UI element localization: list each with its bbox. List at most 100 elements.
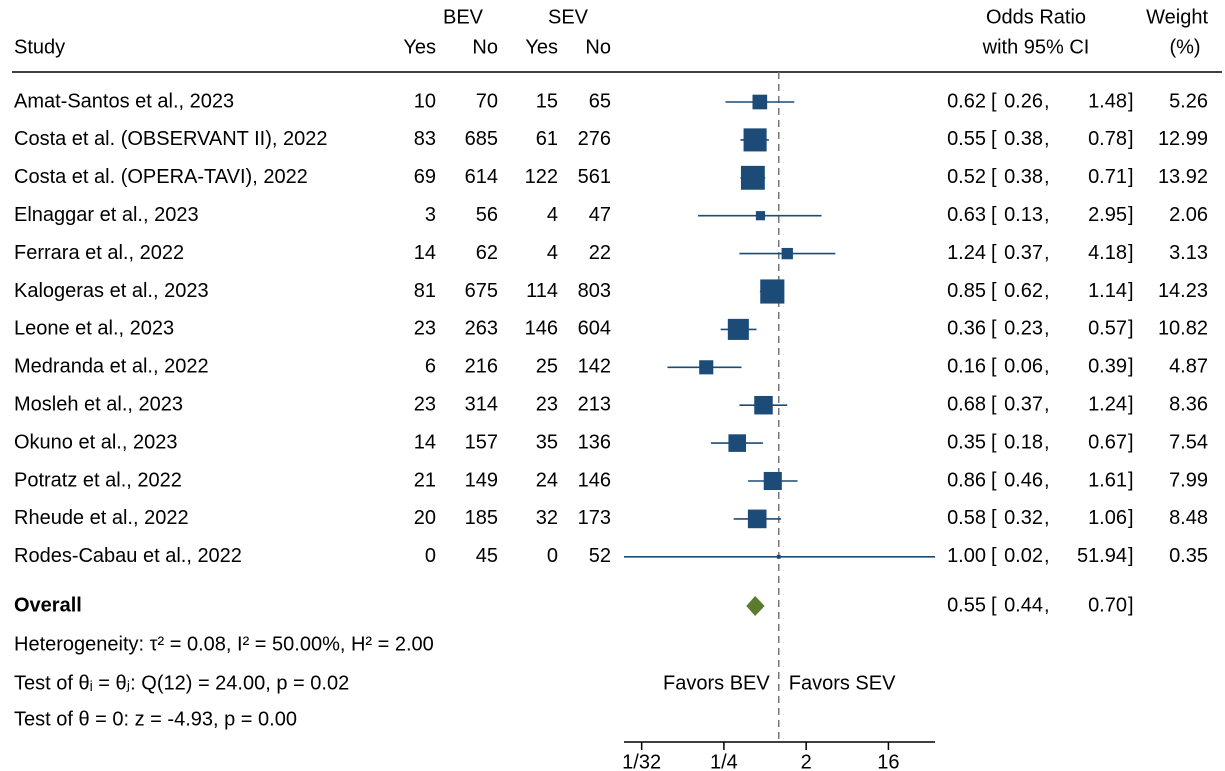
count-cell: 136 bbox=[578, 431, 611, 453]
count-cell: 6 bbox=[425, 356, 436, 378]
ci-high-label: 1.06 bbox=[1088, 507, 1127, 529]
ci-bracket: [ bbox=[991, 166, 997, 188]
study-estimate bbox=[752, 94, 768, 110]
ci-high-label: 1.14 bbox=[1088, 280, 1127, 302]
count-cell: 15 bbox=[536, 90, 558, 112]
study-name: Rheude et al., 2022 bbox=[14, 507, 189, 529]
study-name: Elnaggar et al., 2023 bbox=[14, 204, 199, 226]
ci-comma: , bbox=[1044, 507, 1050, 529]
estimate-label: 1.24 bbox=[947, 242, 986, 264]
ci-comma: , bbox=[1044, 280, 1050, 302]
study-estimate bbox=[740, 165, 765, 190]
ci-bracket: [ bbox=[991, 393, 997, 415]
ci-comma: , bbox=[1044, 318, 1050, 340]
count-cell: 157 bbox=[465, 431, 498, 453]
count-cell: 213 bbox=[578, 393, 611, 415]
ci-comma: , bbox=[1044, 431, 1050, 453]
ci-high-label: 0.67 bbox=[1088, 431, 1127, 453]
ci-bracket: ] bbox=[1128, 318, 1134, 340]
study-name: Kalogeras et al., 2023 bbox=[14, 280, 209, 302]
count-cell: 70 bbox=[476, 90, 498, 112]
study-name: Costa et al. (OBSERVANT II), 2022 bbox=[14, 128, 327, 150]
count-cell: 69 bbox=[414, 166, 436, 188]
weight-cell: 7.54 bbox=[1169, 431, 1208, 453]
weight-cell: 5.26 bbox=[1169, 90, 1208, 112]
count-cell: 604 bbox=[578, 318, 611, 340]
ci-comma: , bbox=[1044, 393, 1050, 415]
ci-low-label: 0.44 bbox=[1004, 594, 1043, 616]
estimate-label: 0.55 bbox=[947, 594, 986, 616]
ci-bracket: ] bbox=[1128, 431, 1134, 453]
count-cell: 20 bbox=[414, 507, 436, 529]
estimate-label: 0.35 bbox=[947, 431, 986, 453]
count-cell: 61 bbox=[536, 128, 558, 150]
study-estimate bbox=[754, 395, 773, 415]
study-estimate bbox=[755, 211, 766, 221]
ci-bracket: ] bbox=[1128, 507, 1134, 529]
count-cell: 146 bbox=[525, 318, 558, 340]
weight-cell: 14.23 bbox=[1158, 280, 1208, 302]
column-header: No bbox=[585, 36, 611, 58]
study-name: Mosleh et al., 2023 bbox=[14, 393, 183, 415]
ci-bracket: ] bbox=[1128, 393, 1134, 415]
ci-high-label: 0.39 bbox=[1088, 356, 1127, 378]
ci-high-label: 0.70 bbox=[1088, 594, 1127, 616]
weight-cell: 8.48 bbox=[1169, 507, 1208, 529]
weight-cell: 13.92 bbox=[1158, 166, 1208, 188]
ci-bracket: [ bbox=[991, 507, 997, 529]
count-cell: 25 bbox=[536, 356, 558, 378]
ci-bracket: [ bbox=[991, 318, 997, 340]
ci-low-label: 0.38 bbox=[1004, 166, 1043, 188]
weight-cell: 12.99 bbox=[1158, 128, 1208, 150]
ci-low-label: 0.26 bbox=[1004, 90, 1043, 112]
count-cell: 0 bbox=[425, 545, 436, 567]
count-cell: 14 bbox=[414, 431, 436, 453]
weight-cell: 10.82 bbox=[1158, 318, 1208, 340]
ci-bracket: [ bbox=[991, 90, 997, 112]
ci-low-label: 0.06 bbox=[1004, 356, 1043, 378]
count-cell: 4 bbox=[547, 242, 558, 264]
ci-low-label: 0.38 bbox=[1004, 128, 1043, 150]
group-header: BEV bbox=[443, 6, 484, 28]
count-cell: 10 bbox=[414, 90, 436, 112]
x-tick-label: 2 bbox=[801, 751, 812, 771]
ci-bracket: [ bbox=[991, 128, 997, 150]
overall-label: Overall bbox=[14, 594, 82, 616]
study-estimate bbox=[728, 434, 747, 452]
ci-bracket: [ bbox=[991, 242, 997, 264]
count-cell: 23 bbox=[414, 393, 436, 415]
count-cell: 276 bbox=[578, 128, 611, 150]
count-cell: 142 bbox=[578, 356, 611, 378]
favors-label: Favors SEV bbox=[789, 672, 896, 694]
count-cell: 23 bbox=[536, 393, 558, 415]
column-header: Odds Ratio bbox=[986, 6, 1086, 28]
count-cell: 14 bbox=[414, 242, 436, 264]
weight-cell: 0.35 bbox=[1169, 545, 1208, 567]
study-name: Okuno et al., 2023 bbox=[14, 431, 177, 453]
count-cell: 23 bbox=[414, 318, 436, 340]
ci-bracket: ] bbox=[1128, 90, 1134, 112]
estimate-label: 0.52 bbox=[947, 166, 986, 188]
weight-cell: 3.13 bbox=[1169, 242, 1208, 264]
ci-bracket: [ bbox=[991, 280, 997, 302]
column-header: Weight bbox=[1146, 6, 1208, 28]
estimate-label: 0.58 bbox=[947, 507, 986, 529]
ci-low-label: 0.13 bbox=[1004, 204, 1043, 226]
study-estimate bbox=[776, 554, 781, 559]
count-cell: 56 bbox=[476, 204, 498, 226]
ci-bracket: ] bbox=[1128, 469, 1134, 491]
count-cell: 685 bbox=[465, 128, 498, 150]
ci-bracket: ] bbox=[1128, 280, 1134, 302]
ci-bracket: [ bbox=[991, 431, 997, 453]
column-header: (%) bbox=[1169, 36, 1200, 58]
weight-cell: 7.99 bbox=[1169, 469, 1208, 491]
ci-comma: , bbox=[1044, 469, 1050, 491]
count-cell: 32 bbox=[536, 507, 558, 529]
study-name: Medranda et al., 2022 bbox=[14, 356, 209, 378]
ci-bracket: ] bbox=[1128, 356, 1134, 378]
estimate-label: 0.62 bbox=[947, 90, 986, 112]
statistics-text: Test of θᵢ = θⱼ: Q(12) = 24.00, p = 0.02 bbox=[14, 672, 349, 694]
estimate-label: 0.63 bbox=[947, 204, 986, 226]
statistics-text: Heterogeneity: τ² = 0.08, I² = 50.00%, H… bbox=[14, 633, 434, 655]
